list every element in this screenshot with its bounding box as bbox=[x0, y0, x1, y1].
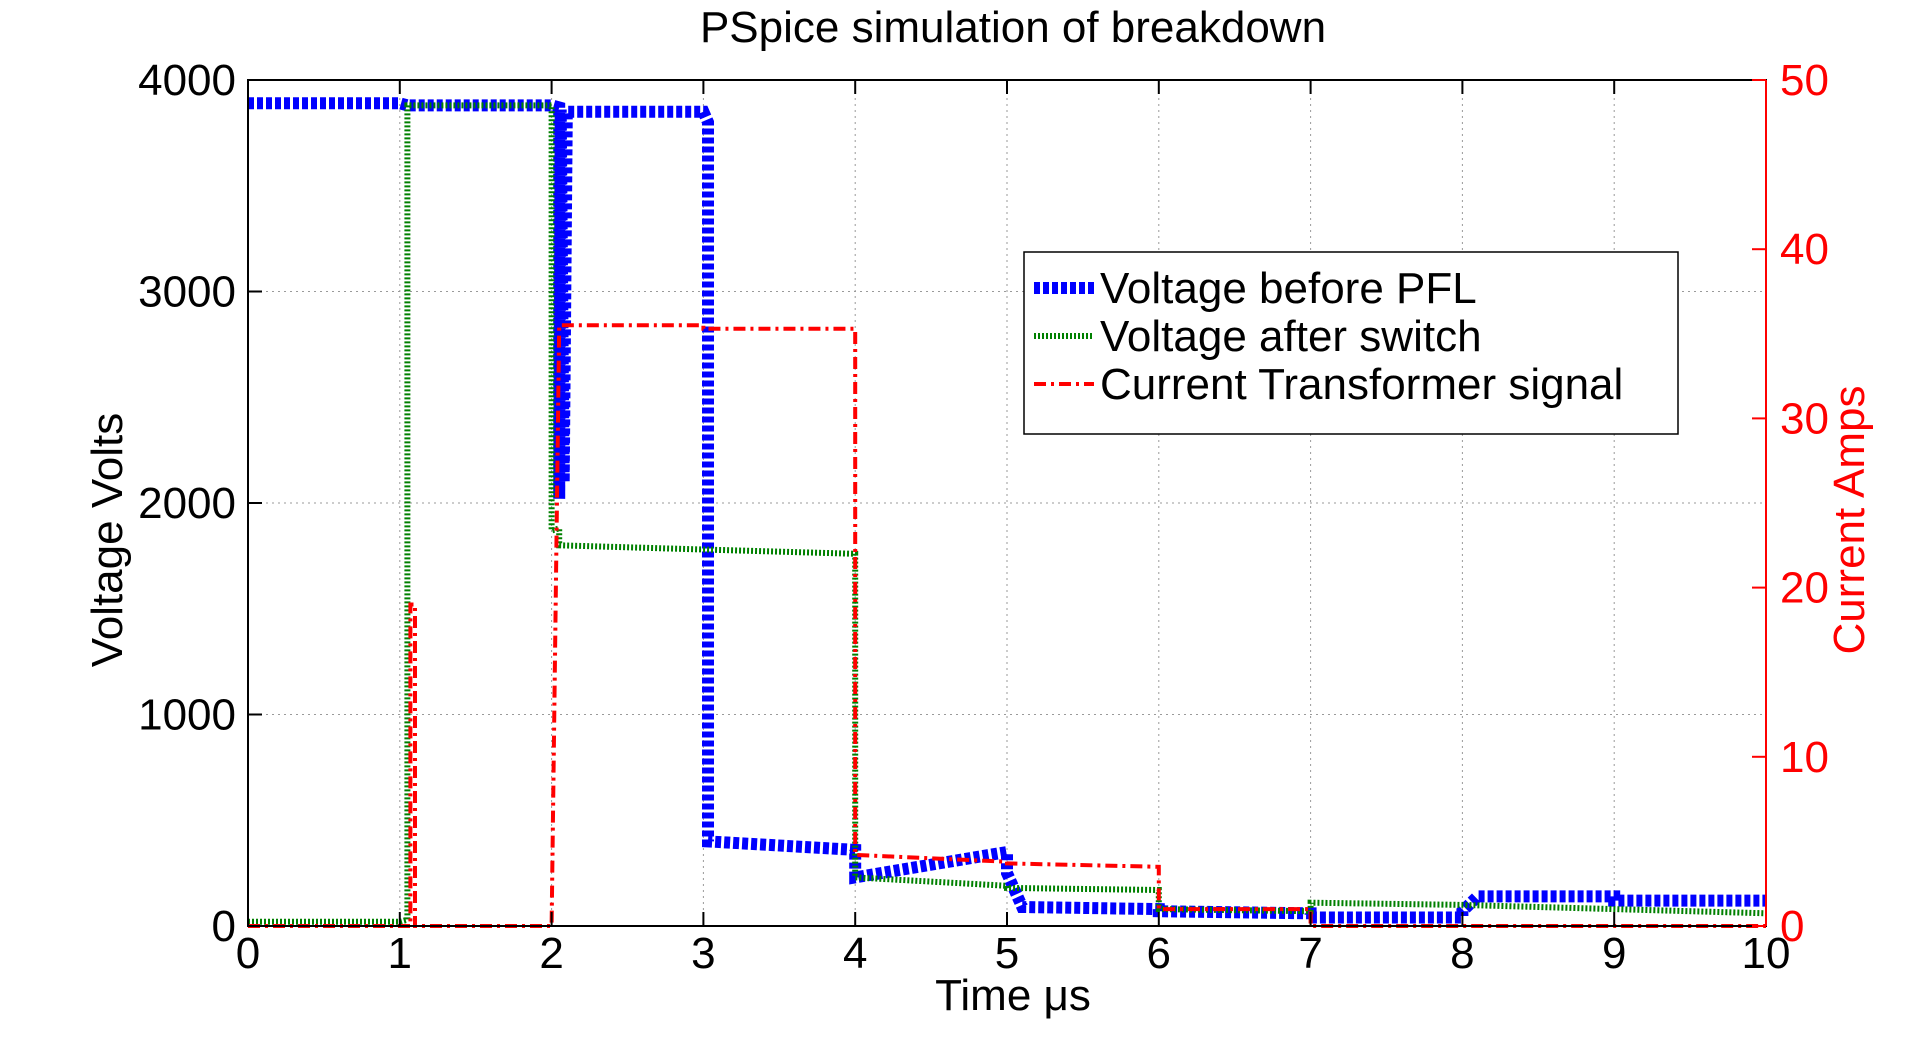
y-tick-label-left: 2000 bbox=[138, 479, 236, 528]
y-tick-label-left: 0 bbox=[212, 902, 236, 951]
x-tick-label: 1 bbox=[388, 929, 412, 978]
y-tick-label-left: 3000 bbox=[138, 268, 236, 317]
y-tick-label-left: 1000 bbox=[138, 691, 236, 740]
y-tick-label-right: 30 bbox=[1780, 394, 1829, 443]
y-axis-label-right: Current Amps bbox=[1825, 386, 1874, 655]
y-tick-label-right: 50 bbox=[1780, 56, 1829, 105]
x-tick-label: 2 bbox=[539, 929, 563, 978]
legend-label-1: Voltage after switch bbox=[1100, 312, 1482, 361]
x-tick-label: 0 bbox=[236, 929, 260, 978]
x-tick-label: 10 bbox=[1742, 929, 1791, 978]
x-tick-label: 4 bbox=[843, 929, 867, 978]
x-tick-label: 3 bbox=[691, 929, 715, 978]
x-tick-label: 6 bbox=[1147, 929, 1171, 978]
y-tick-label-right: 40 bbox=[1780, 225, 1829, 274]
grid-lines bbox=[248, 80, 1766, 926]
y-axis-label-left: Voltage Volts bbox=[83, 413, 132, 667]
legend-box bbox=[1023, 251, 1679, 435]
x-tick-label: 8 bbox=[1450, 929, 1474, 978]
x-tick-label: 9 bbox=[1602, 929, 1626, 978]
chart-title: PSpice simulation of breakdown bbox=[700, 3, 1326, 52]
y-tick-label-right: 20 bbox=[1780, 564, 1829, 613]
x-axis-label: Time μs bbox=[935, 971, 1091, 1020]
series-layer bbox=[248, 97, 1767, 928]
x-tick-label: 7 bbox=[1298, 929, 1322, 978]
y-tick-label-right: 10 bbox=[1780, 733, 1829, 782]
x-tick-label: 5 bbox=[995, 929, 1019, 978]
y-tick-label-left: 4000 bbox=[138, 56, 236, 105]
legend-label-2: Current Transformer signal bbox=[1100, 360, 1623, 409]
y-tick-label-right: 0 bbox=[1780, 902, 1804, 951]
series-line-2 bbox=[248, 323, 1766, 928]
legend-label-0: Voltage before PFL bbox=[1100, 264, 1477, 313]
